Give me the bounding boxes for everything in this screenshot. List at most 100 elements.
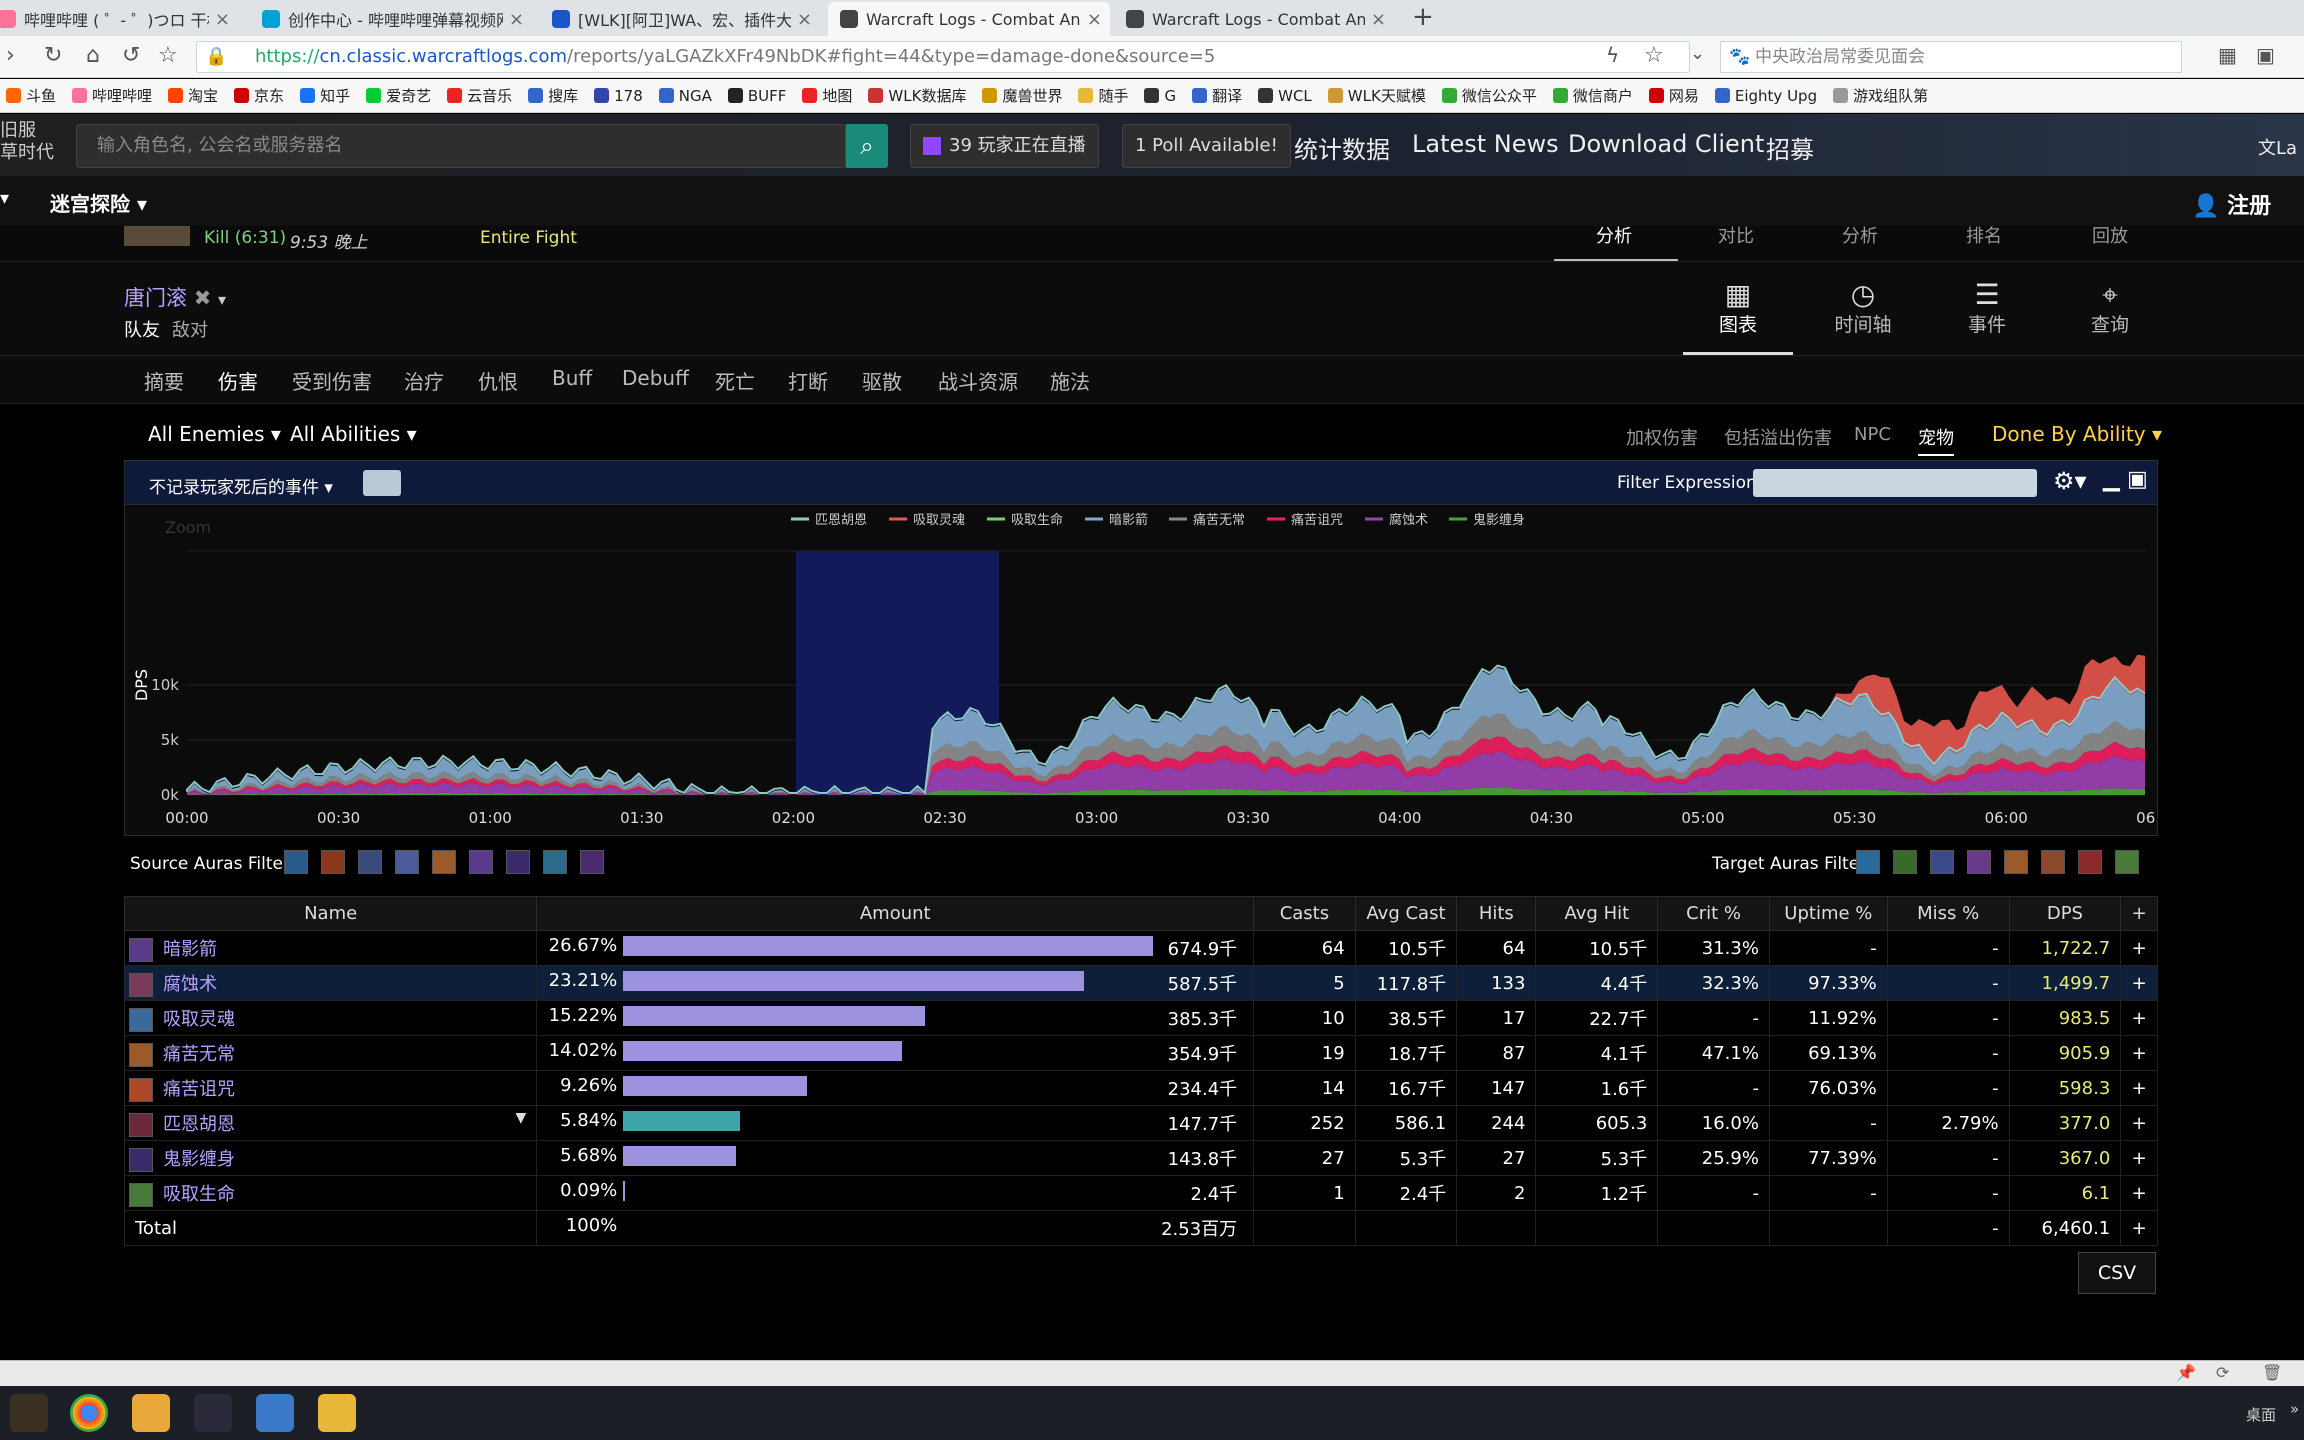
legend-item[interactable]: 痛苦无常 [1193, 512, 1245, 528]
bookmark-item[interactable]: NGA [658, 87, 712, 105]
enemies-dropdown[interactable]: All Enemies ▾ [148, 422, 281, 446]
subtab-9[interactable]: 驱散 [862, 370, 902, 394]
expand-row-button[interactable]: + [2120, 1070, 2158, 1106]
view-tab-0[interactable]: ▦ 图表 [1683, 278, 1793, 337]
bookmark-item[interactable]: 网易 [1648, 85, 1699, 106]
home-icon[interactable]: ⌂ [86, 43, 100, 68]
table-row[interactable]: 鬼影缠身 5.68% 143.8千 27 5.3千 27 5.3千 25.9% 77.39% -3… [123, 1140, 2158, 1176]
column-header[interactable]: Miss % [1886, 896, 2010, 931]
subtab-3[interactable]: 治疗 [404, 370, 444, 394]
maximize-icon[interactable]: ▣ [2127, 467, 2148, 492]
subtab-11[interactable]: 施法 [1050, 370, 1090, 394]
aura-icon[interactable] [543, 850, 567, 874]
bookmark-item[interactable]: 魔兽世界 [982, 85, 1062, 106]
aura-icon[interactable] [432, 850, 456, 874]
browser-tab[interactable]: 哔哩哔哩 ( ゜- ゜)つロ 干杯~-bili × [0, 2, 238, 36]
trash-icon[interactable]: 🗑 [2262, 1363, 2283, 1382]
column-header[interactable]: + [2120, 896, 2158, 931]
aura-icon[interactable] [284, 850, 308, 874]
legend-item[interactable]: 鬼影缠身 [1473, 512, 1525, 528]
column-header[interactable]: Amount [536, 896, 1255, 931]
fight-range[interactable]: Entire Fight [480, 228, 577, 248]
app-icon[interactable] [194, 1394, 232, 1432]
refresh-icon[interactable]: ⟳ [2216, 1363, 2230, 1382]
bookmark-item[interactable]: 知乎 [300, 85, 350, 106]
live-streams-button[interactable]: 39 玩家正在直播 [910, 124, 1099, 168]
dps-chart[interactable]: Zoom DPS 匹恩胡恩 吸取灵魂 吸取生命 暗影箭 痛苦无常 痛苦诅咒 腐蚀术 鬼影缠身 0k 5… [125, 505, 2179, 835]
minimize-icon[interactable]: ▁ [2103, 467, 2120, 492]
bookmark-item[interactable]: 斗鱼 [6, 85, 56, 106]
column-header[interactable]: Avg Cast [1354, 896, 1458, 931]
legend-item[interactable]: 痛苦诅咒 [1291, 512, 1343, 528]
bilibili-icon[interactable] [132, 1394, 170, 1432]
dungeon-menu[interactable]: 迷宫探险 ▾ [50, 192, 148, 216]
apps-icon[interactable]: ▦ [2218, 43, 2237, 67]
close-tab-icon[interactable]: × [1086, 8, 1102, 30]
subtab-7[interactable]: 死亡 [715, 370, 755, 394]
enemy-toggle[interactable]: 敌对 [172, 320, 208, 341]
pets-toggle[interactable]: 宠物 [1918, 424, 1954, 456]
forward-icon[interactable]: › [6, 43, 15, 68]
expand-total-button[interactable]: + [2120, 1210, 2158, 1246]
language-selector[interactable]: 文La [2258, 134, 2297, 160]
subtab-0[interactable]: 摘要 [144, 370, 184, 394]
aura-icon[interactable] [1967, 850, 1991, 874]
aura-icon[interactable] [2078, 850, 2102, 874]
ability-name[interactable]: 鬼影缠身 [123, 1140, 538, 1176]
nav-download-client[interactable]: Download Client [1568, 130, 1765, 158]
gear-icon[interactable]: ⚙▾ [2053, 467, 2087, 495]
area-series[interactable] [187, 713, 2145, 795]
new-tab-button[interactable]: + [1412, 2, 1434, 32]
aura-icon[interactable] [580, 850, 604, 874]
column-header[interactable]: DPS [2008, 896, 2122, 931]
bookmark-item[interactable]: 微信公众平 [1441, 85, 1537, 106]
area-series[interactable] [187, 736, 2145, 795]
bookmark-item[interactable]: 随手 [1078, 85, 1128, 106]
site-search-input[interactable]: 输入角色名, 公会名或服务器名 [76, 124, 846, 168]
legend-item[interactable]: 暗影箭 [1109, 512, 1148, 528]
view-tab-3[interactable]: ⌖ 查询 [2055, 278, 2165, 337]
bookmark-item[interactable]: 云音乐 [447, 85, 512, 106]
bookmark-star-icon[interactable]: ☆ [1644, 43, 1664, 68]
subtab-10[interactable]: 战斗资源 [938, 370, 1018, 394]
table-row[interactable]: 痛苦诅咒 9.26% 234.4千 14 16.7千 147 1.6千 -76.03% -598… [123, 1070, 2158, 1106]
pin-icon[interactable]: 📌 [2176, 1363, 2196, 1382]
expand-row-button[interactable]: + [2120, 930, 2158, 966]
column-header[interactable]: Avg Hit [1535, 896, 1659, 931]
nav-latest-news[interactable]: Latest News [1412, 130, 1559, 158]
ability-name[interactable]: 暗影箭 [123, 930, 538, 966]
aura-icon[interactable] [1930, 850, 1954, 874]
table-row[interactable]: 吸取灵魂 15.22% 385.3千 10 38.5千 17 22.7千 -11.92% -98… [123, 1000, 2158, 1036]
area-series[interactable] [187, 787, 2145, 795]
aura-icon[interactable] [2041, 850, 2065, 874]
aura-icon[interactable] [358, 850, 382, 874]
browser-tab[interactable]: [WLK][阿卫]WA、宏、插件大全 × [540, 2, 820, 36]
ability-name[interactable]: 腐蚀术 [123, 965, 538, 1001]
bookmark-item[interactable]: 淘宝 [168, 85, 218, 106]
column-header[interactable]: Uptime % [1768, 896, 1888, 931]
aura-icon[interactable] [395, 850, 419, 874]
bookmark-item[interactable]: 地图 [802, 85, 852, 106]
lightning-icon[interactable]: ϟ [1606, 43, 1620, 67]
chevron-down-icon[interactable]: ▼ [515, 1109, 527, 1126]
table-row[interactable]: 匹恩胡恩 ▼ 5.84% 147.7千 252 586.1 244 605.3 16.0% -2.… [123, 1105, 2158, 1141]
tab-analyze[interactable]: 分析 [1596, 226, 1632, 247]
bookmark-item[interactable]: WCL [1258, 87, 1312, 105]
abilities-dropdown[interactable]: All Abilities ▾ [290, 422, 417, 446]
overkill-toggle[interactable]: 包括溢出伤害 [1724, 428, 1832, 449]
ability-name[interactable]: 吸取灵魂 [123, 1000, 538, 1036]
url-input[interactable]: 🔒 https://cn.classic.warcraftlogs.com/rep… [196, 41, 1690, 73]
bookmark-item[interactable]: 游戏组队第 [1833, 85, 1928, 106]
bookmark-item[interactable]: 178 [594, 87, 643, 105]
legend-item[interactable]: 匹恩胡恩 [815, 513, 867, 528]
bookmark-item[interactable]: 哔哩哔哩 [72, 85, 152, 106]
old-server-label[interactable]: 旧服 草时代 [0, 120, 54, 163]
zoom-label[interactable]: Zoom [165, 518, 211, 537]
poll-button[interactable]: 1 Poll Available! [1122, 124, 1291, 168]
ability-name[interactable]: 痛苦诅咒 [123, 1070, 538, 1106]
ability-name[interactable]: 痛苦无常 [123, 1035, 538, 1071]
expand-row-button[interactable]: + [2120, 1035, 2158, 1071]
legend-item[interactable]: 吸取生命 [1011, 512, 1063, 528]
fight-result[interactable]: Kill (6:31) [204, 228, 287, 248]
legend-item[interactable]: 吸取灵魂 [913, 512, 965, 528]
